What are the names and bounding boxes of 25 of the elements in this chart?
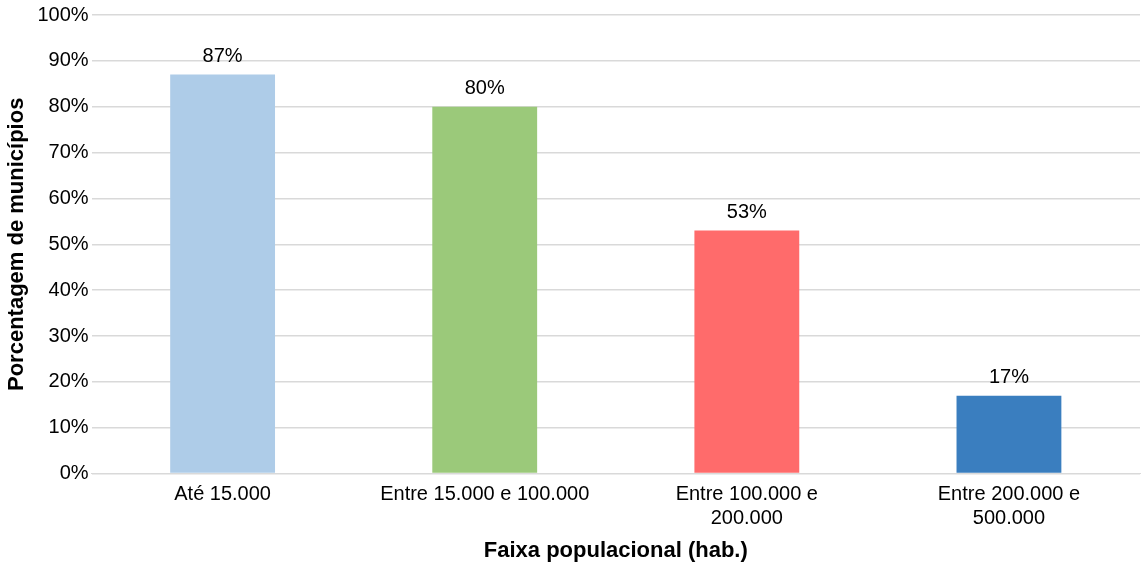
y-tick-label: 50% <box>48 231 89 254</box>
y-tick-label: 60% <box>48 185 89 208</box>
y-tick-label: 0% <box>59 461 89 484</box>
y-tick-label: 20% <box>48 369 89 392</box>
bar <box>694 230 800 473</box>
bar <box>170 74 276 473</box>
x-tick-label: Entre 200.000 e 500.000 <box>937 482 1081 529</box>
y-tick-label: 30% <box>48 323 89 346</box>
bar <box>432 106 538 473</box>
y-tick-label: 100% <box>37 2 89 25</box>
x-tick-label: Entre 15.000 e 100.000 <box>380 482 590 505</box>
data-label: 80% <box>464 76 505 99</box>
data-label: 17% <box>988 365 1030 388</box>
data-label: 53% <box>726 200 768 223</box>
y-tick-label: 90% <box>48 48 89 71</box>
y-tick-label: 80% <box>48 94 89 117</box>
y-tick-label: 40% <box>48 277 89 300</box>
data-label: 87% <box>202 44 243 67</box>
x-axis-title: Faixa populacional (hab.) <box>483 536 748 562</box>
x-tick-label: Entre 100.000 e 200.000 <box>675 482 818 529</box>
x-tick-label: Até 15.000 <box>174 482 271 505</box>
y-tick-label: 70% <box>48 140 89 163</box>
y-tick-label: 10% <box>48 415 89 438</box>
y-axis-title: Porcentagem de municípios <box>3 97 29 391</box>
bar <box>956 395 1062 473</box>
